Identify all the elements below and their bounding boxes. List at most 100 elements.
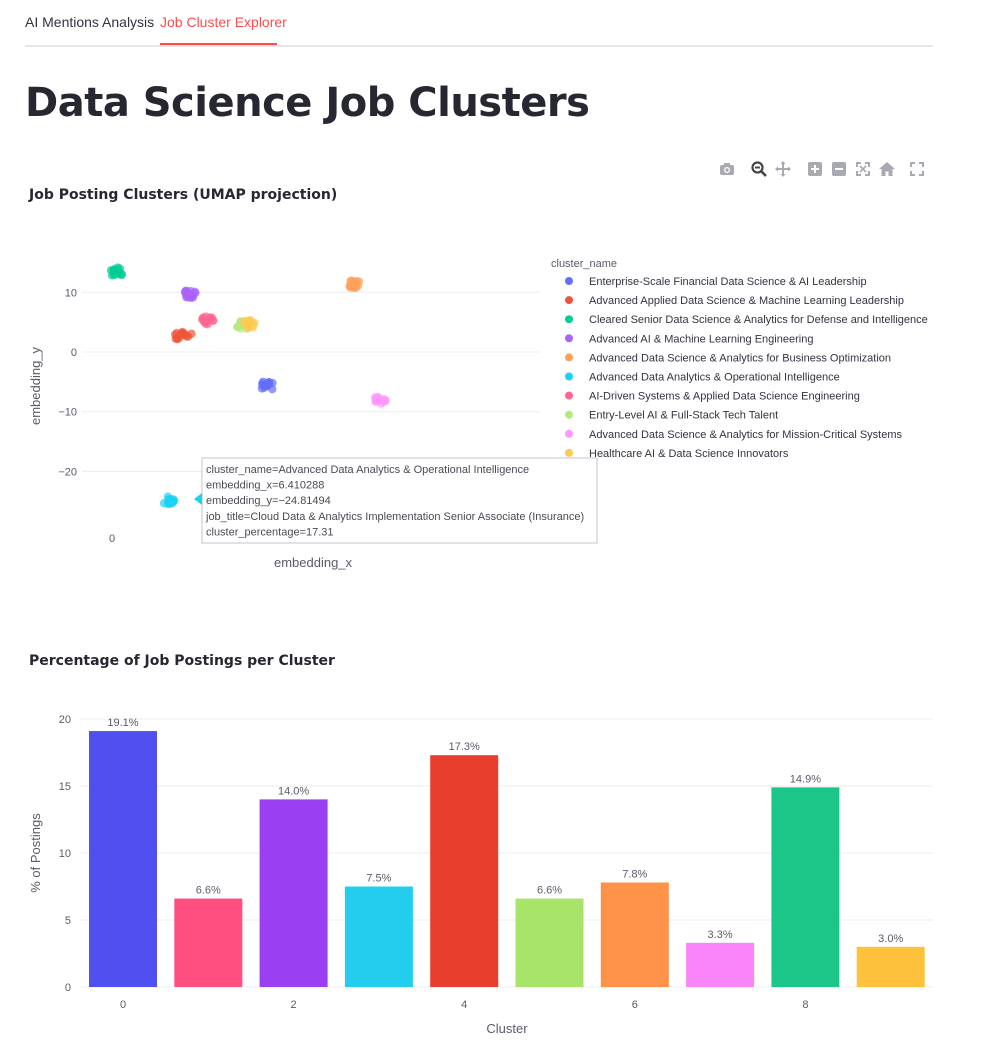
scatter-series	[170, 327, 196, 344]
hover-tooltip-line: embedding_y=−24.81494	[206, 495, 331, 507]
legend-marker[interactable]	[565, 391, 573, 400]
bar[interactable]	[600, 882, 669, 987]
bar[interactable]	[344, 886, 413, 988]
hover-tooltip	[201, 457, 598, 544]
scatter-y-tick: 10	[65, 287, 77, 299]
camera-icon[interactable]	[718, 159, 736, 179]
zoom-icon[interactable]	[750, 159, 768, 179]
bar[interactable]	[856, 946, 925, 987]
scatter-point[interactable]	[187, 329, 196, 339]
fullscreen-icon[interactable]	[908, 159, 926, 179]
page-title: Data Science Job Clusters	[25, 80, 590, 126]
legend-marker[interactable]	[565, 372, 573, 381]
legend-item-label: Advanced Data Science & Analytics for Mi…	[589, 429, 903, 441]
bar-value-label: 17.3%	[449, 741, 480, 753]
scatter-point[interactable]	[178, 331, 187, 340]
scatter-y-tick: 0	[71, 347, 77, 359]
bar-y-tick: 10	[59, 848, 71, 860]
scatter-series	[159, 492, 179, 509]
bar-value-label: 14.9%	[790, 773, 821, 785]
legend-item-label: Advanced Data Science & Analytics for Bu…	[589, 352, 891, 364]
bar-y-axis-label: % of Postings	[28, 813, 43, 893]
scatter-series	[345, 276, 364, 293]
scatter-point[interactable]	[198, 313, 208, 322]
bar[interactable]	[686, 942, 755, 987]
bar[interactable]	[89, 731, 157, 987]
zoom-out-icon[interactable]	[830, 159, 848, 179]
legend-item-label: Entry-Level AI & Full-Stack Tech Talent	[589, 410, 778, 422]
hover-tooltip-line: job_title=Cloud Data & Analytics Impleme…	[205, 511, 584, 523]
scatter-point[interactable]	[208, 316, 217, 326]
scatter-point[interactable]	[183, 288, 192, 298]
bar-x-tick: 8	[802, 999, 808, 1011]
scatter-x-tick: 0	[109, 533, 115, 545]
zoom-in-icon[interactable]	[806, 159, 824, 179]
bar[interactable]	[515, 898, 584, 987]
legend-marker[interactable]	[565, 334, 573, 343]
legend-item-label: Advanced Applied Data Science & Machine …	[589, 295, 904, 307]
legend-marker[interactable]	[565, 353, 573, 362]
active-tab-indicator	[160, 43, 277, 45]
bar-x-tick: 4	[461, 999, 467, 1011]
scatter-series	[106, 263, 127, 280]
bar-value-label: 3.0%	[878, 933, 903, 945]
scatter-y-tick: −20	[58, 466, 77, 478]
scatter-y-tick: −10	[58, 407, 77, 419]
scatter-series	[180, 286, 200, 302]
legend-title: cluster_name	[551, 258, 617, 270]
legend-item-label: AI-Driven Systems & Applied Data Science…	[589, 391, 860, 403]
legend-marker[interactable]	[565, 448, 573, 457]
tab-bar: AI Mentions Analysis Job Cluster Explore…	[25, 0, 933, 47]
bar[interactable]	[771, 787, 840, 987]
legend-marker[interactable]	[565, 429, 573, 438]
legend-item-label: Healthcare AI & Data Science Innovators	[589, 448, 789, 460]
scatter-point[interactable]	[170, 330, 180, 339]
legend-marker[interactable]	[565, 296, 573, 305]
pan-icon[interactable]	[774, 159, 792, 179]
legend-item-label: Enterprise-Scale Financial Data Science …	[589, 276, 867, 288]
bar-x-axis-label: Cluster	[486, 1021, 528, 1036]
scatter-chart-title: Job Posting Clusters (UMAP projection)	[29, 187, 338, 203]
scatter-point[interactable]	[168, 497, 178, 507]
bar[interactable]	[259, 799, 328, 987]
bar-value-label: 6.6%	[196, 885, 221, 897]
scatter-point[interactable]	[246, 317, 255, 326]
legend-marker[interactable]	[565, 277, 573, 285]
legend-item-label: Advanced AI & Machine Learning Engineeri…	[589, 333, 813, 345]
hover-tooltip-line: embedding_x=6.410288	[206, 480, 324, 492]
bar-chart-title: Percentage of Job Postings per Cluster	[29, 653, 335, 669]
bar-value-label: 19.1%	[107, 717, 138, 729]
bar-y-tick: 15	[59, 781, 71, 793]
bar-y-tick: 5	[65, 915, 71, 927]
bar[interactable]	[174, 898, 243, 987]
bar-value-label: 7.8%	[622, 868, 647, 880]
scatter-point[interactable]	[351, 283, 361, 292]
scatter-series	[257, 377, 277, 394]
scatter-point[interactable]	[107, 271, 117, 280]
legend-marker[interactable]	[565, 315, 573, 324]
bar-value-label: 14.0%	[278, 785, 309, 797]
hover-tooltip-line: cluster_percentage=17.31	[206, 526, 334, 538]
scatter-point[interactable]	[113, 266, 123, 276]
scatter-point[interactable]	[264, 379, 274, 388]
scatter-series	[240, 316, 259, 332]
scatter-x-axis-label: embedding_x	[274, 555, 353, 570]
bar[interactable]	[430, 755, 499, 987]
bar-x-tick: 0	[120, 999, 126, 1011]
scatter-series	[370, 392, 390, 408]
bar-x-tick: 2	[291, 999, 297, 1011]
legend-item-label: Advanced Data Analytics & Operational In…	[589, 372, 840, 384]
bar-y-tick: 0	[65, 982, 71, 994]
tab-ai-mentions-analysis[interactable]: AI Mentions Analysis	[25, 14, 155, 30]
bar-value-label: 3.3%	[708, 929, 733, 941]
reset-axes-icon[interactable]	[878, 159, 896, 179]
scatter-point[interactable]	[376, 395, 385, 405]
tab-job-cluster-explorer[interactable]: Job Cluster Explorer	[160, 14, 287, 30]
bar-y-tick: 20	[59, 714, 71, 726]
autoscale-icon[interactable]	[854, 159, 872, 179]
hover-tooltip-pointer	[194, 493, 202, 505]
scatter-series	[198, 312, 218, 329]
legend-marker[interactable]	[565, 410, 573, 419]
scatter-y-axis-label: embedding_y	[28, 346, 43, 425]
